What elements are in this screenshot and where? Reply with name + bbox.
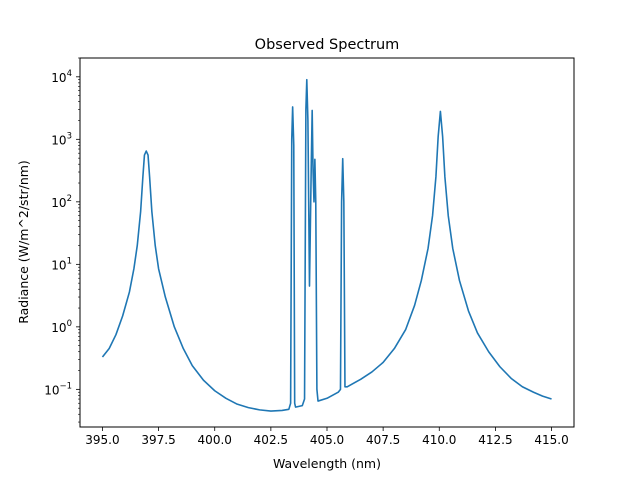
y-tick-label: 103 [51,131,72,147]
y-tick-label: 10−1 [44,381,72,397]
x-tick-label: 397.5 [141,433,175,447]
x-tick-label: 410.0 [422,433,456,447]
y-tick-label: 104 [51,69,72,85]
y-tick-label: 100 [51,319,72,335]
x-tick-label: 415.0 [534,433,568,447]
x-tick-label: 402.5 [254,433,288,447]
y-tick-label: 102 [51,194,72,210]
x-tick-label: 407.5 [366,433,400,447]
plot-area [101,78,552,412]
y-axis-ticks: 10−1 100 101 102 103 104 [44,57,80,423]
x-tick-label: 405.0 [310,433,344,447]
chart-title: Observed Spectrum [255,37,400,53]
x-axis-ticks: 395.0 397.5 400.0 402.5 405.0 407.5 410.0 412.5… [85,427,569,447]
y-axis-label: Radiance (W/m^2/str/nm) [16,160,31,324]
axes-frame [79,57,575,428]
y-tick-label: 101 [51,256,72,272]
x-tick-label: 400.0 [198,433,232,447]
x-axis-label: Wavelength (nm) [273,456,381,471]
series-line-0 [101,78,552,412]
x-tick-label: 395.0 [85,433,119,447]
x-tick-label: 412.5 [478,433,512,447]
